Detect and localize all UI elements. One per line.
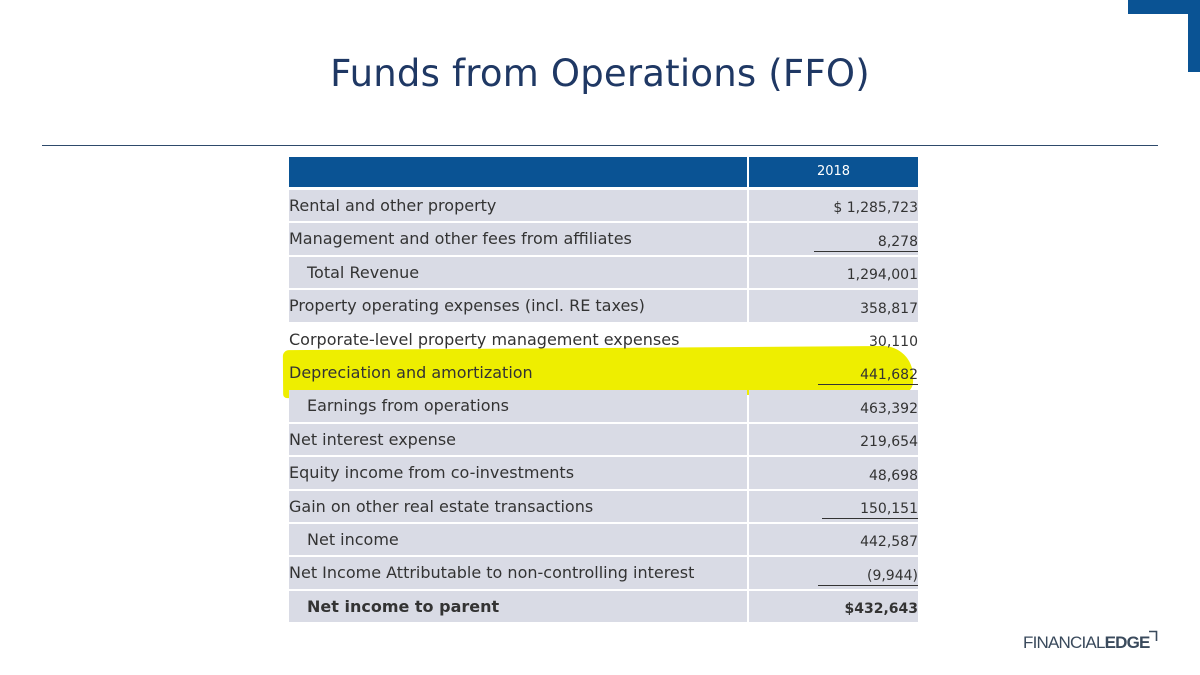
corner-decoration bbox=[1128, 0, 1200, 72]
title-divider bbox=[42, 145, 1158, 146]
row-value: 219,654 bbox=[749, 423, 918, 456]
row-label: Gain on other real estate transactions bbox=[289, 490, 747, 522]
row-value: 8,278 bbox=[749, 223, 918, 255]
table-row: Net Income Attributable to non-controlli… bbox=[289, 557, 918, 589]
table-row: Management and other fees from affiliate… bbox=[289, 223, 918, 255]
table-row-total: Net income to parent $432,643 bbox=[289, 590, 918, 623]
page-title: Funds from Operations (FFO) bbox=[330, 52, 870, 95]
row-label: Property operating expenses (incl. RE ta… bbox=[289, 290, 747, 322]
table-row: Property operating expenses (incl. RE ta… bbox=[289, 290, 918, 322]
table-row: Rental and other property $ 1,285,723 bbox=[289, 190, 918, 222]
row-label: Management and other fees from affiliate… bbox=[289, 223, 747, 255]
underline bbox=[818, 584, 918, 586]
table-row: Equity income from co-investments 48,698 bbox=[289, 457, 918, 489]
row-value: 463,392 bbox=[749, 390, 918, 422]
table-row: Earnings from operations 463,392 bbox=[289, 390, 918, 422]
row-value: 1,294,001 bbox=[749, 256, 918, 289]
table-row: Net income 442,587 bbox=[289, 523, 918, 556]
row-label: Depreciation and amortization bbox=[289, 362, 533, 382]
row-value: 358,817 bbox=[749, 290, 918, 322]
row-value: 30,110 bbox=[869, 333, 918, 350]
row-label: Earnings from operations bbox=[289, 390, 747, 422]
row-value: 442,587 bbox=[749, 523, 918, 556]
header-year: 2018 bbox=[749, 157, 918, 187]
row-label: Net interest expense bbox=[289, 423, 747, 456]
underline bbox=[814, 250, 918, 252]
underline bbox=[818, 384, 918, 386]
row-label: Net Income Attributable to non-controlli… bbox=[289, 557, 747, 589]
table-row: Net interest expense 219,654 bbox=[289, 423, 918, 456]
row-value: 48,698 bbox=[749, 457, 918, 489]
row-label: Net income bbox=[289, 523, 747, 556]
row-value: $ 1,285,723 bbox=[749, 190, 918, 222]
row-label: Equity income from co-investments bbox=[289, 457, 747, 489]
row-value: 441,682 bbox=[749, 357, 918, 388]
financial-edge-logo: FINANCIALEDGE bbox=[1023, 633, 1150, 652]
header-label-cell bbox=[289, 157, 747, 187]
table-row: Total Revenue 1,294,001 bbox=[289, 256, 918, 289]
row-label: Total Revenue bbox=[289, 256, 747, 289]
row-label: Net income to parent bbox=[289, 590, 747, 623]
ffo-table: 2018 Rental and other property $ 1,285,7… bbox=[289, 157, 918, 624]
table-header: 2018 bbox=[289, 157, 918, 187]
row-value: $432,643 bbox=[749, 590, 918, 623]
row-value: (9,944) bbox=[749, 557, 918, 589]
row-value: 150,151 bbox=[749, 490, 918, 522]
table-row: Corporate-level property management expe… bbox=[289, 324, 918, 355]
underline bbox=[822, 517, 918, 519]
table-row: Gain on other real estate transactions 1… bbox=[289, 490, 918, 522]
row-label: Corporate-level property management expe… bbox=[289, 329, 680, 349]
logo-corner-icon bbox=[1149, 630, 1158, 641]
table-row-highlighted: Depreciation and amortization 441,682 bbox=[289, 357, 918, 388]
row-label: Rental and other property bbox=[289, 190, 747, 222]
